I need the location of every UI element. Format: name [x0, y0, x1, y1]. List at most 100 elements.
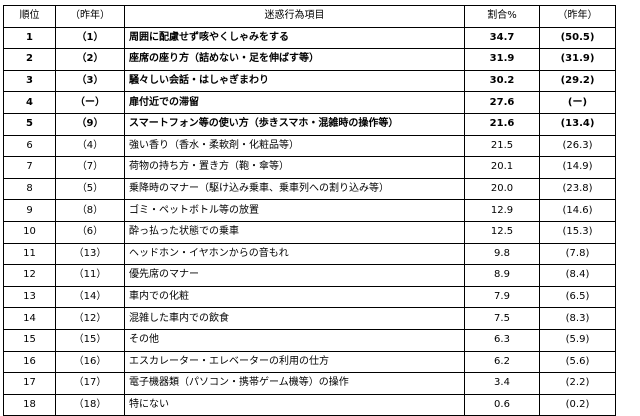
pct-cell: 30.2: [464, 69, 540, 93]
item-cell: スマートフォン等の使い方（歩きスマホ・混雑時の操作等）: [124, 112, 465, 136]
prev-pct-cell: (2.2): [539, 372, 616, 395]
prev-rank-cell: （5）: [55, 177, 125, 201]
item-cell: その他: [124, 328, 465, 352]
prev-rank-cell: （8）: [55, 199, 125, 222]
header-prev-rank: （昨年）: [55, 5, 125, 28]
table-row: 3 （3） 騒々しい会話・はしゃぎまわり 30.2 (29.2): [3, 69, 616, 93]
rank-cell: 5: [3, 112, 56, 136]
rank-cell: 12: [3, 264, 56, 287]
table-row: 15 （15） その他 6.3 (5.9): [3, 328, 616, 352]
prev-pct-cell: (31.9): [539, 48, 616, 71]
prev-rank-cell: （6）: [55, 220, 125, 244]
pct-cell: 20.0: [464, 177, 540, 201]
prev-rank-cell: （15）: [55, 328, 125, 352]
item-cell: 電子機器類（パソコン・携帯ゲーム機等）の操作: [124, 372, 465, 395]
prev-rank-cell: （16）: [55, 350, 125, 374]
prev-rank-cell: （11）: [55, 264, 125, 287]
table-row: 11 （13） ヘッドホン・イヤホンからの音もれ 9.8 (7.8): [3, 242, 616, 266]
rank-cell: 13: [3, 285, 56, 309]
prev-pct-cell: (6.5): [539, 285, 616, 309]
item-cell: 車内での化粧: [124, 285, 465, 309]
header-prev-pct: （昨年）: [539, 5, 616, 28]
table-row: 8 （5） 乗降時のマナー（駆け込み乗車、乗車列への割り込み等） 20.0 (23.8): [3, 177, 616, 201]
table-row: 10 （6） 酔っ払った状態での乗車 12.5 (15.3): [3, 220, 616, 244]
header-item: 迷惑行為項目: [124, 5, 465, 28]
item-cell: 座席の座り方（詰めない・足を伸ばす等）: [124, 48, 465, 71]
pct-cell: 34.7: [464, 26, 540, 50]
rank-cell: 18: [3, 393, 56, 416]
prev-rank-cell: （3）: [55, 69, 125, 93]
rank-cell: 14: [3, 307, 56, 330]
prev-pct-cell: (ー): [539, 91, 616, 114]
nuisance-ranking-table: 順位 （昨年） 迷惑行為項目 割合% （昨年） 1 （1） 周囲に配慮せず咳やくしゃ…: [3, 5, 616, 416]
prev-pct-cell: (14.6): [539, 199, 616, 222]
pct-cell: 12.5: [464, 220, 540, 244]
rank-cell: 3: [3, 69, 56, 93]
pct-cell: 6.3: [464, 328, 540, 352]
prev-pct-cell: (5.6): [539, 350, 616, 374]
header-row: 順位 （昨年） 迷惑行為項目 割合% （昨年）: [3, 5, 616, 28]
prev-rank-cell: （ー）: [55, 91, 125, 114]
table-row: 7 （7） 荷物の持ち方・置き方（鞄・傘等） 20.1 (14.9): [3, 156, 616, 179]
item-cell: ヘッドホン・イヤホンからの音もれ: [124, 242, 465, 266]
prev-rank-cell: （17）: [55, 372, 125, 395]
table-row: 2 （2） 座席の座り方（詰めない・足を伸ばす等） 31.9 (31.9): [3, 48, 616, 71]
prev-pct-cell: (0.2): [539, 393, 616, 416]
table-row: 14 （12） 混雑した車内での飲食 7.5 (8.3): [3, 307, 616, 330]
header-rank: 順位: [3, 5, 56, 28]
rank-cell: 15: [3, 328, 56, 352]
rank-cell: 2: [3, 48, 56, 71]
pct-cell: 21.6: [464, 112, 540, 136]
item-cell: 特にない: [124, 393, 465, 416]
table-row: 9 （8） ゴミ・ペットボトル等の放置 12.9 (14.6): [3, 199, 616, 222]
table-row: 12 （11） 優先席のマナー 8.9 (8.4): [3, 264, 616, 287]
table-row: 5 （9） スマートフォン等の使い方（歩きスマホ・混雑時の操作等） 21.6 (13.4…: [3, 112, 616, 136]
pct-cell: 27.6: [464, 91, 540, 114]
prev-rank-cell: （13）: [55, 242, 125, 266]
item-cell: 混雑した車内での飲食: [124, 307, 465, 330]
table-body: 1 （1） 周囲に配慮せず咳やくしゃみをする 34.7 (50.5) 2 （2） 座席の座り方…: [3, 26, 616, 416]
pct-cell: 3.4: [464, 372, 540, 395]
item-cell: 荷物の持ち方・置き方（鞄・傘等）: [124, 156, 465, 179]
rank-cell: 1: [3, 26, 56, 50]
pct-cell: 0.6: [464, 393, 540, 416]
rank-cell: 7: [3, 156, 56, 179]
prev-rank-cell: （4）: [55, 134, 125, 158]
item-cell: ゴミ・ペットボトル等の放置: [124, 199, 465, 222]
prev-pct-cell: (8.4): [539, 264, 616, 287]
pct-cell: 8.9: [464, 264, 540, 287]
pct-cell: 20.1: [464, 156, 540, 179]
prev-pct-cell: (5.9): [539, 328, 616, 352]
prev-pct-cell: (8.3): [539, 307, 616, 330]
prev-pct-cell: (23.8): [539, 177, 616, 201]
prev-pct-cell: (26.3): [539, 134, 616, 158]
table-row: 18 （18） 特にない 0.6 (0.2): [3, 393, 616, 416]
item-cell: 騒々しい会話・はしゃぎまわり: [124, 69, 465, 93]
item-cell: 乗降時のマナー（駆け込み乗車、乗車列への割り込み等）: [124, 177, 465, 201]
item-cell: 扉付近での滞留: [124, 91, 465, 114]
item-cell: 優先席のマナー: [124, 264, 465, 287]
table-row: 4 （ー） 扉付近での滞留 27.6 (ー): [3, 91, 616, 114]
prev-pct-cell: (15.3): [539, 220, 616, 244]
rank-cell: 8: [3, 177, 56, 201]
pct-cell: 7.5: [464, 307, 540, 330]
prev-pct-cell: (14.9): [539, 156, 616, 179]
rank-cell: 11: [3, 242, 56, 266]
item-cell: エスカレーター・エレベーターの利用の仕方: [124, 350, 465, 374]
item-cell: 強い香り（香水・柔軟剤・化粧品等）: [124, 134, 465, 158]
prev-rank-cell: （9）: [55, 112, 125, 136]
header-pct: 割合%: [464, 5, 540, 28]
prev-rank-cell: （2）: [55, 48, 125, 71]
table-row: 17 （17） 電子機器類（パソコン・携帯ゲーム機等）の操作 3.4 (2.2): [3, 372, 616, 395]
pct-cell: 6.2: [464, 350, 540, 374]
prev-rank-cell: （7）: [55, 156, 125, 179]
item-cell: 酔っ払った状態での乗車: [124, 220, 465, 244]
prev-pct-cell: (13.4): [539, 112, 616, 136]
table-row: 13 （14） 車内での化粧 7.9 (6.5): [3, 285, 616, 309]
item-cell: 周囲に配慮せず咳やくしゃみをする: [124, 26, 465, 50]
table-row: 6 （4） 強い香り（香水・柔軟剤・化粧品等） 21.5 (26.3): [3, 134, 616, 158]
rank-cell: 16: [3, 350, 56, 374]
pct-cell: 7.9: [464, 285, 540, 309]
prev-rank-cell: （18）: [55, 393, 125, 416]
